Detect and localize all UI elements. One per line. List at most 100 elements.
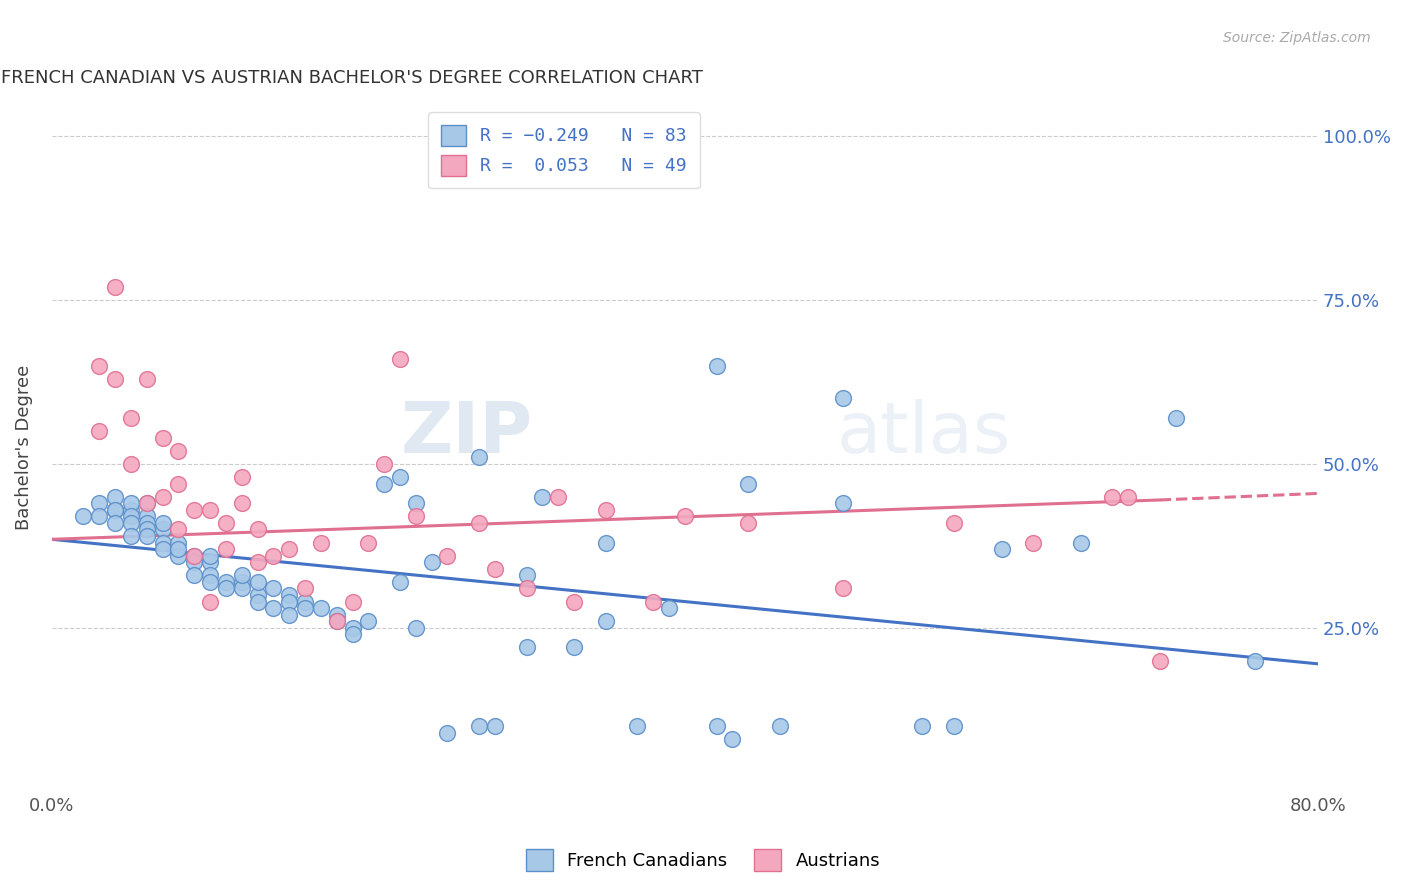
French Canadians (706, 359, 728, 373)
Austrians (484, 562, 506, 576)
French Canadians (152, 542, 174, 557)
Austrians (325, 614, 347, 628)
French Canadians (278, 588, 301, 602)
Austrians (135, 372, 157, 386)
French Canadians (246, 594, 269, 608)
Austrians (89, 424, 111, 438)
French Canadians (231, 568, 253, 582)
French Canadians (357, 614, 380, 628)
French Canadians (721, 732, 744, 747)
Austrians (388, 351, 411, 366)
French Canadians (167, 542, 190, 557)
French Canadians (135, 509, 157, 524)
French Canadians (198, 568, 221, 582)
French Canadians (231, 574, 253, 589)
French Canadians (531, 490, 554, 504)
Austrians (1101, 490, 1123, 504)
French Canadians (72, 509, 94, 524)
Austrians (152, 490, 174, 504)
French Canadians (152, 523, 174, 537)
French Canadians (278, 607, 301, 622)
French Canadians (388, 574, 411, 589)
Austrians (135, 496, 157, 510)
French Canadians (832, 392, 855, 406)
French Canadians (104, 516, 127, 530)
French Canadians (120, 509, 142, 524)
Austrians (198, 594, 221, 608)
French Canadians (135, 529, 157, 543)
Austrians (832, 582, 855, 596)
French Canadians (832, 496, 855, 510)
Austrians (547, 490, 569, 504)
Austrians (246, 555, 269, 569)
French Canadians (737, 476, 759, 491)
Austrians (1022, 535, 1045, 549)
French Canadians (484, 719, 506, 733)
Austrians (373, 457, 395, 471)
French Canadians (135, 523, 157, 537)
Austrians (595, 503, 617, 517)
Austrians (643, 594, 665, 608)
Austrians (104, 372, 127, 386)
Y-axis label: Bachelor's Degree: Bachelor's Degree (15, 365, 32, 530)
French Canadians (198, 549, 221, 563)
French Canadians (562, 640, 585, 655)
French Canadians (135, 516, 157, 530)
French Canadians (405, 621, 427, 635)
Austrians (120, 411, 142, 425)
French Canadians (167, 535, 190, 549)
Text: FRENCH CANADIAN VS AUSTRIAN BACHELOR'S DEGREE CORRELATION CHART: FRENCH CANADIAN VS AUSTRIAN BACHELOR'S D… (1, 69, 703, 87)
French Canadians (658, 601, 681, 615)
French Canadians (198, 555, 221, 569)
French Canadians (215, 574, 238, 589)
French Canadians (246, 574, 269, 589)
French Canadians (388, 470, 411, 484)
Austrians (278, 542, 301, 557)
Austrians (104, 280, 127, 294)
French Canadians (262, 582, 284, 596)
French Canadians (468, 450, 491, 465)
Austrians (673, 509, 696, 524)
French Canadians (516, 568, 538, 582)
Austrians (1149, 654, 1171, 668)
Austrians (120, 457, 142, 471)
French Canadians (183, 549, 205, 563)
Austrians (294, 582, 316, 596)
Austrians (167, 443, 190, 458)
French Canadians (325, 607, 347, 622)
Text: ZIP: ZIP (401, 400, 533, 468)
Austrians (231, 496, 253, 510)
French Canadians (152, 535, 174, 549)
Austrians (246, 523, 269, 537)
Austrians (215, 516, 238, 530)
French Canadians (342, 627, 364, 641)
French Canadians (516, 640, 538, 655)
French Canadians (104, 503, 127, 517)
French Canadians (183, 555, 205, 569)
French Canadians (152, 516, 174, 530)
French Canadians (120, 516, 142, 530)
French Canadians (183, 568, 205, 582)
French Canadians (89, 496, 111, 510)
French Canadians (436, 725, 458, 739)
Text: atlas: atlas (837, 400, 1011, 468)
Austrians (737, 516, 759, 530)
French Canadians (911, 719, 934, 733)
Austrians (468, 516, 491, 530)
French Canadians (626, 719, 648, 733)
Austrians (309, 535, 332, 549)
Austrians (436, 549, 458, 563)
French Canadians (246, 588, 269, 602)
French Canadians (215, 582, 238, 596)
Austrians (167, 523, 190, 537)
Austrians (215, 542, 238, 557)
French Canadians (1164, 411, 1187, 425)
Austrians (152, 431, 174, 445)
French Canadians (120, 496, 142, 510)
Austrians (198, 503, 221, 517)
Austrians (516, 582, 538, 596)
French Canadians (309, 601, 332, 615)
French Canadians (104, 490, 127, 504)
French Canadians (943, 719, 966, 733)
French Canadians (325, 614, 347, 628)
